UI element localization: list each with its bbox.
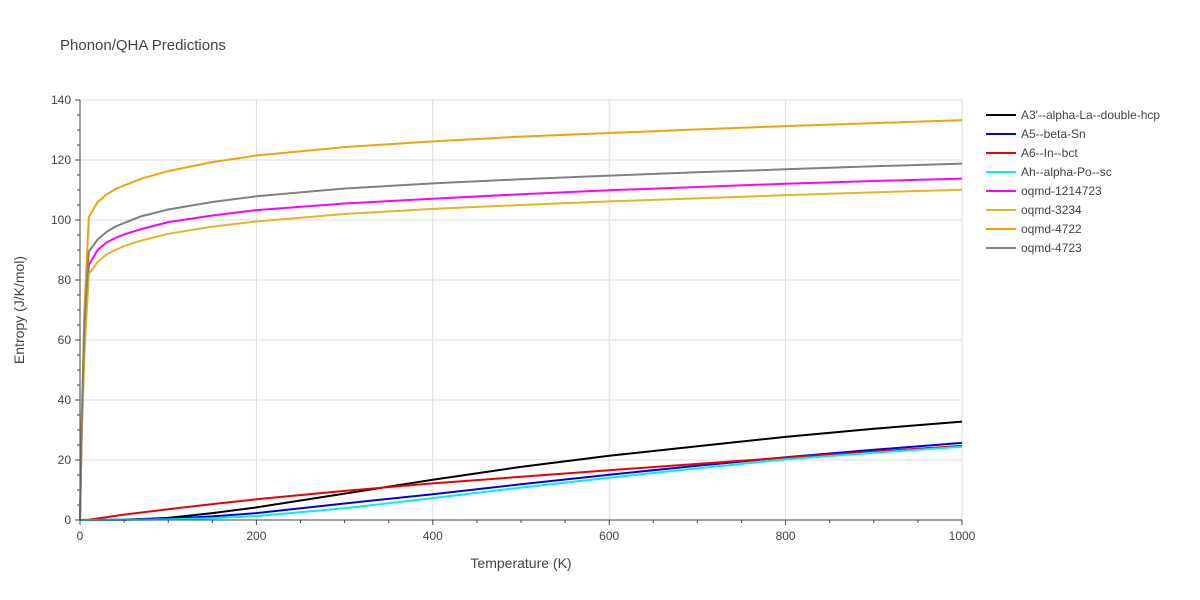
series-line-0 <box>79 420 963 521</box>
legend-label: Ah--alpha-Po--sc <box>1021 165 1112 179</box>
legend-item[interactable]: A5--beta-Sn <box>986 127 1086 141</box>
legend-item[interactable]: A6--In--bct <box>986 146 1078 160</box>
y-tick-label: 0 <box>64 513 71 527</box>
legend-label: A6--In--bct <box>1021 146 1078 160</box>
axes: 0 200 400 600 800 1000 0 20 40 60 80 100 120 140 <box>51 93 976 543</box>
x-axis-title: Temperature (K) <box>470 555 571 571</box>
x-tick-label: 800 <box>776 529 796 543</box>
x-tick-label: 200 <box>246 529 266 543</box>
series-line-6 <box>79 119 963 521</box>
legend-item[interactable]: Ah--alpha-Po--sc <box>986 165 1112 179</box>
legend-label: A5--beta-Sn <box>1021 127 1086 141</box>
series-line-4 <box>79 177 963 521</box>
series-line-7 <box>79 162 963 521</box>
legend-label: oqmd-1214723 <box>1021 184 1102 198</box>
y-tick-label: 80 <box>58 273 72 287</box>
series-line-5 <box>79 188 963 521</box>
legend: A3'--alpha-La--double-hcp A5--beta-Sn A6--… <box>986 108 1160 255</box>
legend-label: oqmd-3234 <box>1021 203 1082 217</box>
x-tick-label: 0 <box>77 529 84 543</box>
legend-label: oqmd-4722 <box>1021 222 1082 236</box>
y-tick-label: 20 <box>58 453 72 467</box>
y-tick-label: 40 <box>58 393 72 407</box>
y-axis-title: Entropy (J/K/mol) <box>11 256 27 364</box>
legend-label: A3'--alpha-La--double-hcp <box>1021 108 1160 122</box>
chart-title: Phonon/QHA Predictions <box>60 37 226 54</box>
legend-item[interactable]: A3'--alpha-La--double-hcp <box>986 108 1160 122</box>
series-line-2 <box>79 444 963 521</box>
y-tick-label: 120 <box>51 153 71 167</box>
y-tick-label: 60 <box>58 333 72 347</box>
y-tick-label: 140 <box>51 93 71 107</box>
x-tick-label: 400 <box>423 529 443 543</box>
plot-area <box>79 119 963 521</box>
x-tick-label: 600 <box>599 529 619 543</box>
legend-item[interactable]: oqmd-3234 <box>986 203 1082 217</box>
x-tick-label: 1000 <box>949 529 976 543</box>
series-line-3 <box>79 445 963 521</box>
legend-item[interactable]: oqmd-4722 <box>986 222 1082 236</box>
legend-label: oqmd-4723 <box>1021 241 1082 255</box>
legend-item[interactable]: oqmd-1214723 <box>986 184 1102 198</box>
y-tick-label: 100 <box>51 213 71 227</box>
legend-item[interactable]: oqmd-4723 <box>986 241 1082 255</box>
